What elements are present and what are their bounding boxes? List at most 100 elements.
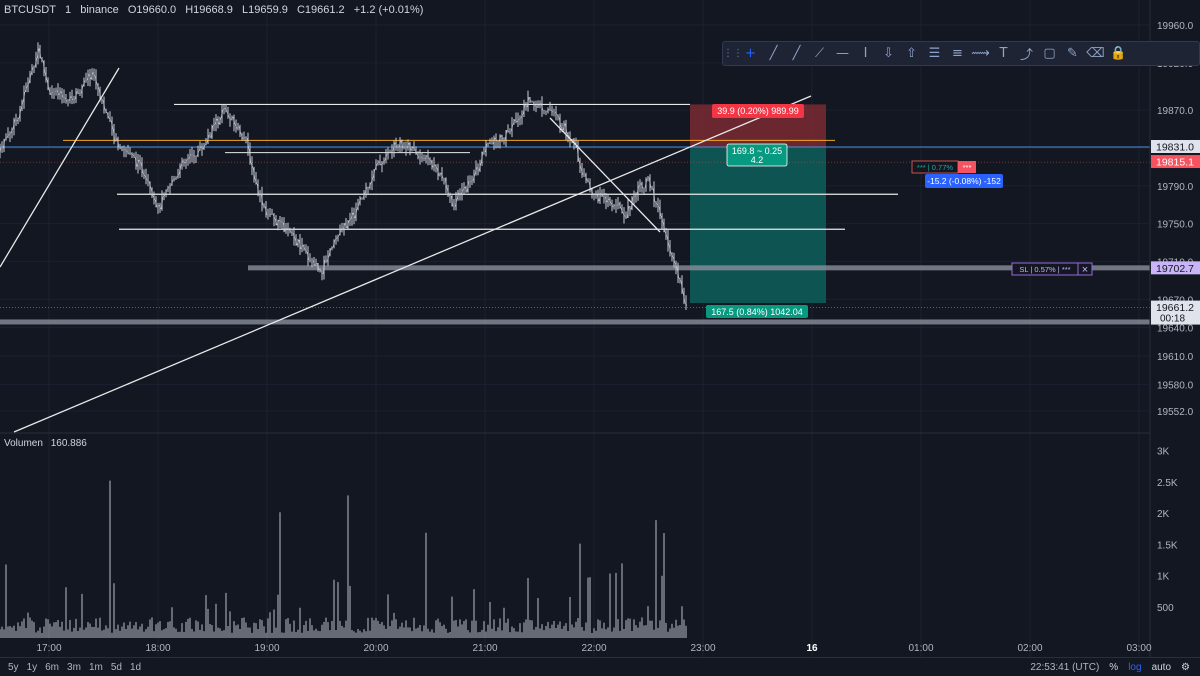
ray-icon[interactable]: ╱ bbox=[785, 43, 808, 64]
candle bbox=[596, 194, 597, 195]
candle bbox=[504, 139, 505, 140]
candle bbox=[368, 187, 369, 188]
range-1y[interactable]: 1y bbox=[27, 662, 38, 673]
price-tick-label: 19750.0 bbox=[1157, 220, 1194, 231]
trend-line-icon[interactable]: ╱ bbox=[762, 43, 785, 64]
parallel-channel-icon[interactable]: ☰ bbox=[923, 43, 946, 64]
candle bbox=[488, 143, 489, 144]
candle bbox=[406, 148, 407, 149]
text-icon[interactable]: Т bbox=[992, 43, 1015, 64]
arrow-down-icon[interactable]: ⇩ bbox=[877, 43, 900, 64]
rr-value: 4.2 bbox=[751, 155, 764, 165]
candle bbox=[272, 214, 273, 215]
candle bbox=[80, 93, 81, 94]
candle bbox=[604, 196, 605, 197]
volume-title[interactable]: Volumen bbox=[4, 438, 43, 449]
lock-icon[interactable]: 🔒 bbox=[1107, 43, 1130, 64]
time-tick-label: 02:00 bbox=[1017, 643, 1042, 654]
candle bbox=[246, 137, 247, 138]
percent-toggle[interactable]: % bbox=[1109, 662, 1118, 673]
volume-tick-label: 3K bbox=[1157, 447, 1170, 458]
horizontal-line-icon[interactable]: — bbox=[831, 43, 854, 64]
pencil-icon[interactable]: ✎ bbox=[1061, 43, 1084, 64]
range-5y[interactable]: 5y bbox=[8, 662, 19, 673]
price-tag-value: 19702.7 bbox=[1156, 263, 1194, 275]
candle bbox=[550, 109, 551, 110]
change-value: +1.2 (+0.01%) bbox=[354, 4, 424, 16]
range-5d[interactable]: 5d bbox=[111, 662, 122, 673]
candle bbox=[450, 195, 451, 196]
low-value: L19659.9 bbox=[242, 4, 288, 16]
order-diff: -15.2 (-0.08%) -152 bbox=[927, 176, 1001, 186]
time-tick-label: 21:00 bbox=[472, 643, 497, 654]
range-3m[interactable]: 3m bbox=[67, 662, 81, 673]
candle bbox=[398, 147, 399, 148]
crosshair-icon[interactable]: + bbox=[739, 43, 762, 64]
time-tick-label: 03:00 bbox=[1126, 643, 1151, 654]
high-value: H19668.9 bbox=[185, 4, 233, 16]
position-zones bbox=[690, 104, 826, 303]
symbol-name[interactable]: BTCUSDT bbox=[4, 4, 56, 16]
order-pnl: *** | 0.77% bbox=[917, 163, 953, 172]
arrow-up-icon[interactable]: ⇧ bbox=[900, 43, 923, 64]
price-tag-value: 19831.0 bbox=[1156, 142, 1194, 154]
grip-icon[interactable]: ⋮⋮ bbox=[727, 43, 739, 64]
brush-icon[interactable]: ⟿ bbox=[969, 43, 992, 64]
price-tick-label: 19640.0 bbox=[1157, 324, 1194, 335]
price-tick-label: 19580.0 bbox=[1157, 380, 1194, 391]
candle bbox=[510, 131, 511, 132]
auto-toggle[interactable]: auto bbox=[1152, 662, 1171, 673]
log-toggle[interactable]: log bbox=[1128, 662, 1141, 673]
range-selector: 5y 1y 6m 3m 1m 5d 1d bbox=[0, 662, 141, 673]
volume-tick-label: 2K bbox=[1157, 509, 1170, 520]
stop-label: 167.5 (0.84%) 1042.04 bbox=[711, 307, 803, 317]
bottom-bar: 5y 1y 6m 3m 1m 5d 1d 22:53:41 (UTC) % log auto… bbox=[0, 657, 1200, 676]
rectangle-icon[interactable]: ▢ bbox=[1038, 43, 1061, 64]
candle bbox=[192, 154, 193, 155]
volume-tick-label: 500 bbox=[1157, 603, 1174, 614]
curve-icon[interactable]: ⤴ bbox=[1015, 43, 1038, 64]
range-6m[interactable]: 6m bbox=[45, 662, 59, 673]
close-value: C19661.2 bbox=[297, 4, 345, 16]
settings-icon[interactable]: ⚙ bbox=[1181, 662, 1190, 673]
candle bbox=[342, 230, 343, 231]
candle bbox=[584, 174, 585, 175]
volume-tick-label: 1K bbox=[1157, 572, 1170, 583]
price-tick-label: 19870.0 bbox=[1157, 106, 1194, 117]
time-tick-label: 19:00 bbox=[254, 643, 279, 654]
take-profit-zone[interactable] bbox=[690, 147, 826, 303]
symbol-legend: BTCUSDT 1 binance O19660.0 H19668.9 L196… bbox=[4, 4, 429, 16]
price-tick-label: 19960.0 bbox=[1157, 21, 1194, 32]
price-tag-value: 19661.2 bbox=[1156, 302, 1194, 314]
support-band[interactable] bbox=[0, 319, 1150, 324]
range-1m[interactable]: 1m bbox=[89, 662, 103, 673]
exchange: binance bbox=[80, 4, 119, 16]
time-tick-label: 16 bbox=[806, 643, 818, 654]
range-1d[interactable]: 1d bbox=[130, 662, 141, 673]
price-tick-label: 19790.0 bbox=[1157, 182, 1194, 193]
candle bbox=[86, 80, 87, 81]
fib-icon[interactable]: ≡ bbox=[946, 43, 969, 64]
candle bbox=[68, 100, 69, 101]
utc-clock[interactable]: 22:53:41 (UTC) bbox=[1030, 662, 1099, 673]
volume-tick-label: 1.5K bbox=[1157, 540, 1178, 551]
candle bbox=[594, 194, 595, 195]
open-value: O19660.0 bbox=[128, 4, 176, 16]
countdown-label: 00:18 bbox=[1160, 314, 1185, 325]
extended-line-icon[interactable]: ⟋ bbox=[808, 43, 831, 64]
eraser-icon[interactable]: ⌫ bbox=[1084, 43, 1107, 64]
candle bbox=[420, 157, 421, 158]
volume-tick-label: 2.5K bbox=[1157, 478, 1178, 489]
sl-label: SL | 0.57% | *** bbox=[1019, 265, 1070, 274]
candle bbox=[424, 158, 425, 159]
interval[interactable]: 1 bbox=[65, 4, 71, 16]
target-label: 39.9 (0.20%) 989.99 bbox=[717, 106, 799, 116]
candle bbox=[544, 110, 545, 111]
time-tick-label: 22:00 bbox=[581, 643, 606, 654]
candle bbox=[310, 260, 311, 261]
vertical-line-icon[interactable]: Ⅰ bbox=[854, 43, 877, 64]
candle bbox=[362, 198, 363, 199]
sl-close-icon: × bbox=[1082, 264, 1088, 276]
